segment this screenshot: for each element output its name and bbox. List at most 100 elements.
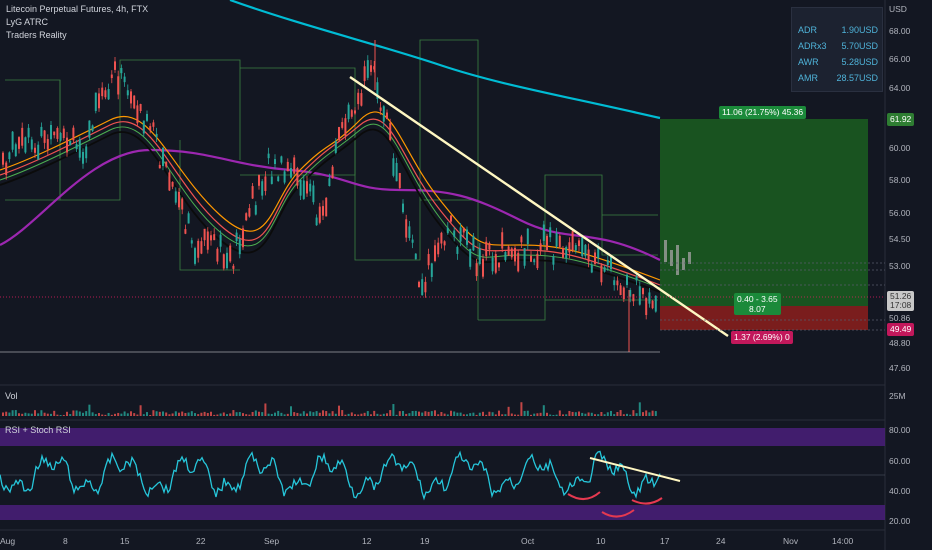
- volume-bar: [350, 412, 353, 416]
- candle-body: [645, 298, 648, 316]
- volume-bar: [283, 414, 286, 416]
- candle-body: [562, 248, 564, 258]
- price-axis-unit: USD: [889, 4, 907, 14]
- candle-body: [238, 239, 241, 255]
- trendline[interactable]: [349, 76, 729, 337]
- candle-body: [21, 127, 24, 146]
- volume-bar: [619, 410, 622, 416]
- candle-body: [104, 90, 107, 98]
- candle-body: [277, 176, 280, 182]
- volume-bar: [648, 412, 651, 416]
- volume-bar: [392, 404, 395, 416]
- candle-body: [283, 171, 286, 183]
- candle-body: [274, 159, 276, 165]
- candle-body: [405, 219, 408, 238]
- volume-bar: [594, 414, 596, 416]
- volume-bar: [206, 413, 209, 416]
- volume-bar: [184, 413, 187, 416]
- volume-bar: [389, 410, 392, 416]
- volume-bar: [277, 410, 280, 416]
- volume-bar: [354, 414, 356, 416]
- candle-body: [280, 156, 283, 163]
- candle-body: [382, 106, 385, 122]
- volume-bar: [264, 403, 267, 416]
- volume-bar: [14, 410, 17, 416]
- volume-bar: [405, 413, 408, 416]
- volume-pane-label[interactable]: Vol: [5, 391, 18, 401]
- rsi-trendline[interactable]: [589, 457, 681, 482]
- time-tick-label: 15: [120, 536, 130, 546]
- volume-bar: [149, 414, 152, 416]
- volume-bar: [430, 411, 433, 416]
- candle-body: [267, 153, 270, 159]
- candle-body: [181, 198, 184, 210]
- candle-body: [485, 241, 488, 257]
- volume-bar: [248, 414, 251, 416]
- candle-body: [523, 248, 526, 266]
- volume-bar: [402, 410, 404, 416]
- volume-bar: [606, 412, 609, 416]
- candle-body: [37, 144, 40, 160]
- volume-bar: [219, 413, 222, 416]
- volume-bar: [11, 410, 14, 416]
- candle-body: [75, 144, 78, 150]
- rsi-tick-label: 20.00: [889, 516, 911, 526]
- volume-bar: [62, 414, 65, 416]
- indicator-atrc[interactable]: LyG ATRC: [6, 17, 49, 27]
- volume-bar: [328, 413, 331, 416]
- volume-bar: [546, 412, 548, 416]
- candle-body: [504, 252, 507, 261]
- candle-body: [123, 76, 126, 83]
- volume-bar: [494, 414, 497, 416]
- indicator-traders-reality[interactable]: Traders Reality: [6, 30, 67, 40]
- volume-bar: [69, 414, 72, 416]
- volume-bar: [357, 414, 360, 416]
- volume-bar: [440, 412, 443, 416]
- candle-body: [613, 280, 616, 286]
- volume-scale: 25M: [889, 391, 906, 401]
- candle-body: [568, 242, 571, 253]
- stop-label: 1.37 (2.69%) 0: [731, 331, 793, 344]
- candle-body: [114, 61, 116, 70]
- volume-bar: [146, 412, 148, 416]
- volume-bar: [427, 411, 430, 416]
- candle-body: [402, 203, 404, 213]
- volume-bar: [120, 413, 123, 416]
- current-price-tag: 51.26 17:08: [887, 291, 915, 311]
- candle-body: [622, 287, 625, 300]
- volume-bar: [110, 414, 113, 416]
- candle-body: [459, 227, 462, 242]
- ma-green-line: [0, 123, 661, 289]
- volume-bar: [376, 413, 379, 416]
- candle-body: [162, 147, 164, 167]
- volume-bar: [562, 414, 564, 416]
- chart-symbol-title[interactable]: Litecoin Perpetual Futures, 4h, FTX: [6, 4, 149, 14]
- rsi-pane-label[interactable]: RSI + Stoch RSI: [5, 425, 71, 435]
- volume-bar: [514, 414, 516, 416]
- time-tick-label: 8: [63, 536, 68, 546]
- volume-bar: [178, 412, 180, 416]
- volume-bar: [43, 412, 46, 416]
- candle-body: [398, 173, 401, 189]
- volume-bar: [446, 414, 449, 416]
- volume-bar: [597, 414, 600, 416]
- volume-bar: [216, 414, 219, 416]
- candle-body: [469, 248, 472, 267]
- price-tick-label: 54.50: [889, 234, 911, 244]
- target-zone[interactable]: [660, 119, 868, 306]
- rsi-divergence-arc-3: [631, 497, 663, 505]
- volume-bar: [331, 411, 334, 416]
- time-tick-label: Nov: [783, 536, 799, 546]
- volume-bar: [24, 412, 27, 416]
- candle-body: [424, 281, 427, 293]
- time-tick-label: 17: [660, 536, 670, 546]
- volume-bar: [517, 414, 520, 416]
- volume-bar: [434, 410, 436, 416]
- candle-body: [530, 255, 532, 262]
- volume-bar: [107, 412, 110, 416]
- candle-body: [174, 191, 177, 203]
- candle-body: [213, 234, 216, 241]
- volume-bar: [466, 414, 468, 416]
- candle-body: [494, 254, 497, 273]
- candle-body: [350, 110, 353, 117]
